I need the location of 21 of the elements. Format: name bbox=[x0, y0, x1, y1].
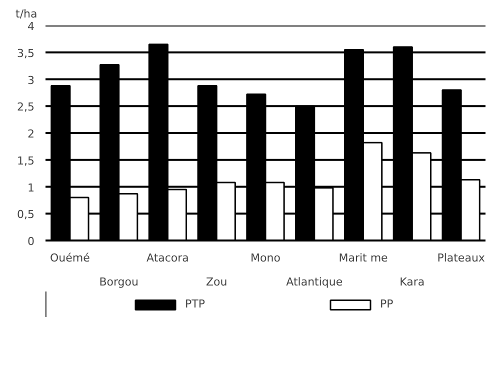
y-tick-label: 2,5 bbox=[17, 100, 35, 114]
x-tick-label: Marit me bbox=[338, 252, 388, 264]
x-tick-label: Kara bbox=[400, 276, 425, 288]
x-tick-label: Zou bbox=[206, 276, 228, 288]
y-tick-label: 1,5 bbox=[17, 154, 35, 168]
y-tick-label: 3,5 bbox=[17, 46, 35, 60]
legend-label: PTP bbox=[185, 298, 205, 310]
x-tick-label: Mono bbox=[250, 252, 281, 264]
y-axis-title: t/ha bbox=[16, 8, 38, 20]
x-tick-label: Atlantique bbox=[286, 276, 343, 288]
x-tick-label: Ouémé bbox=[50, 252, 90, 264]
y-tick-label: 4 bbox=[28, 20, 34, 33]
x-tick-label: Atacora bbox=[146, 252, 189, 264]
x-tick-label: Borgou bbox=[99, 276, 138, 288]
y-tick-label: 2 bbox=[28, 128, 34, 140]
y-tick-label: 0 bbox=[28, 235, 34, 248]
legend-label: PP bbox=[380, 298, 394, 310]
y-tick-label: 0,5 bbox=[17, 208, 35, 222]
y-tick-label: 3 bbox=[28, 74, 34, 87]
y-tick-label: 1 bbox=[28, 181, 34, 194]
x-tick-label: Plateaux bbox=[437, 252, 486, 264]
